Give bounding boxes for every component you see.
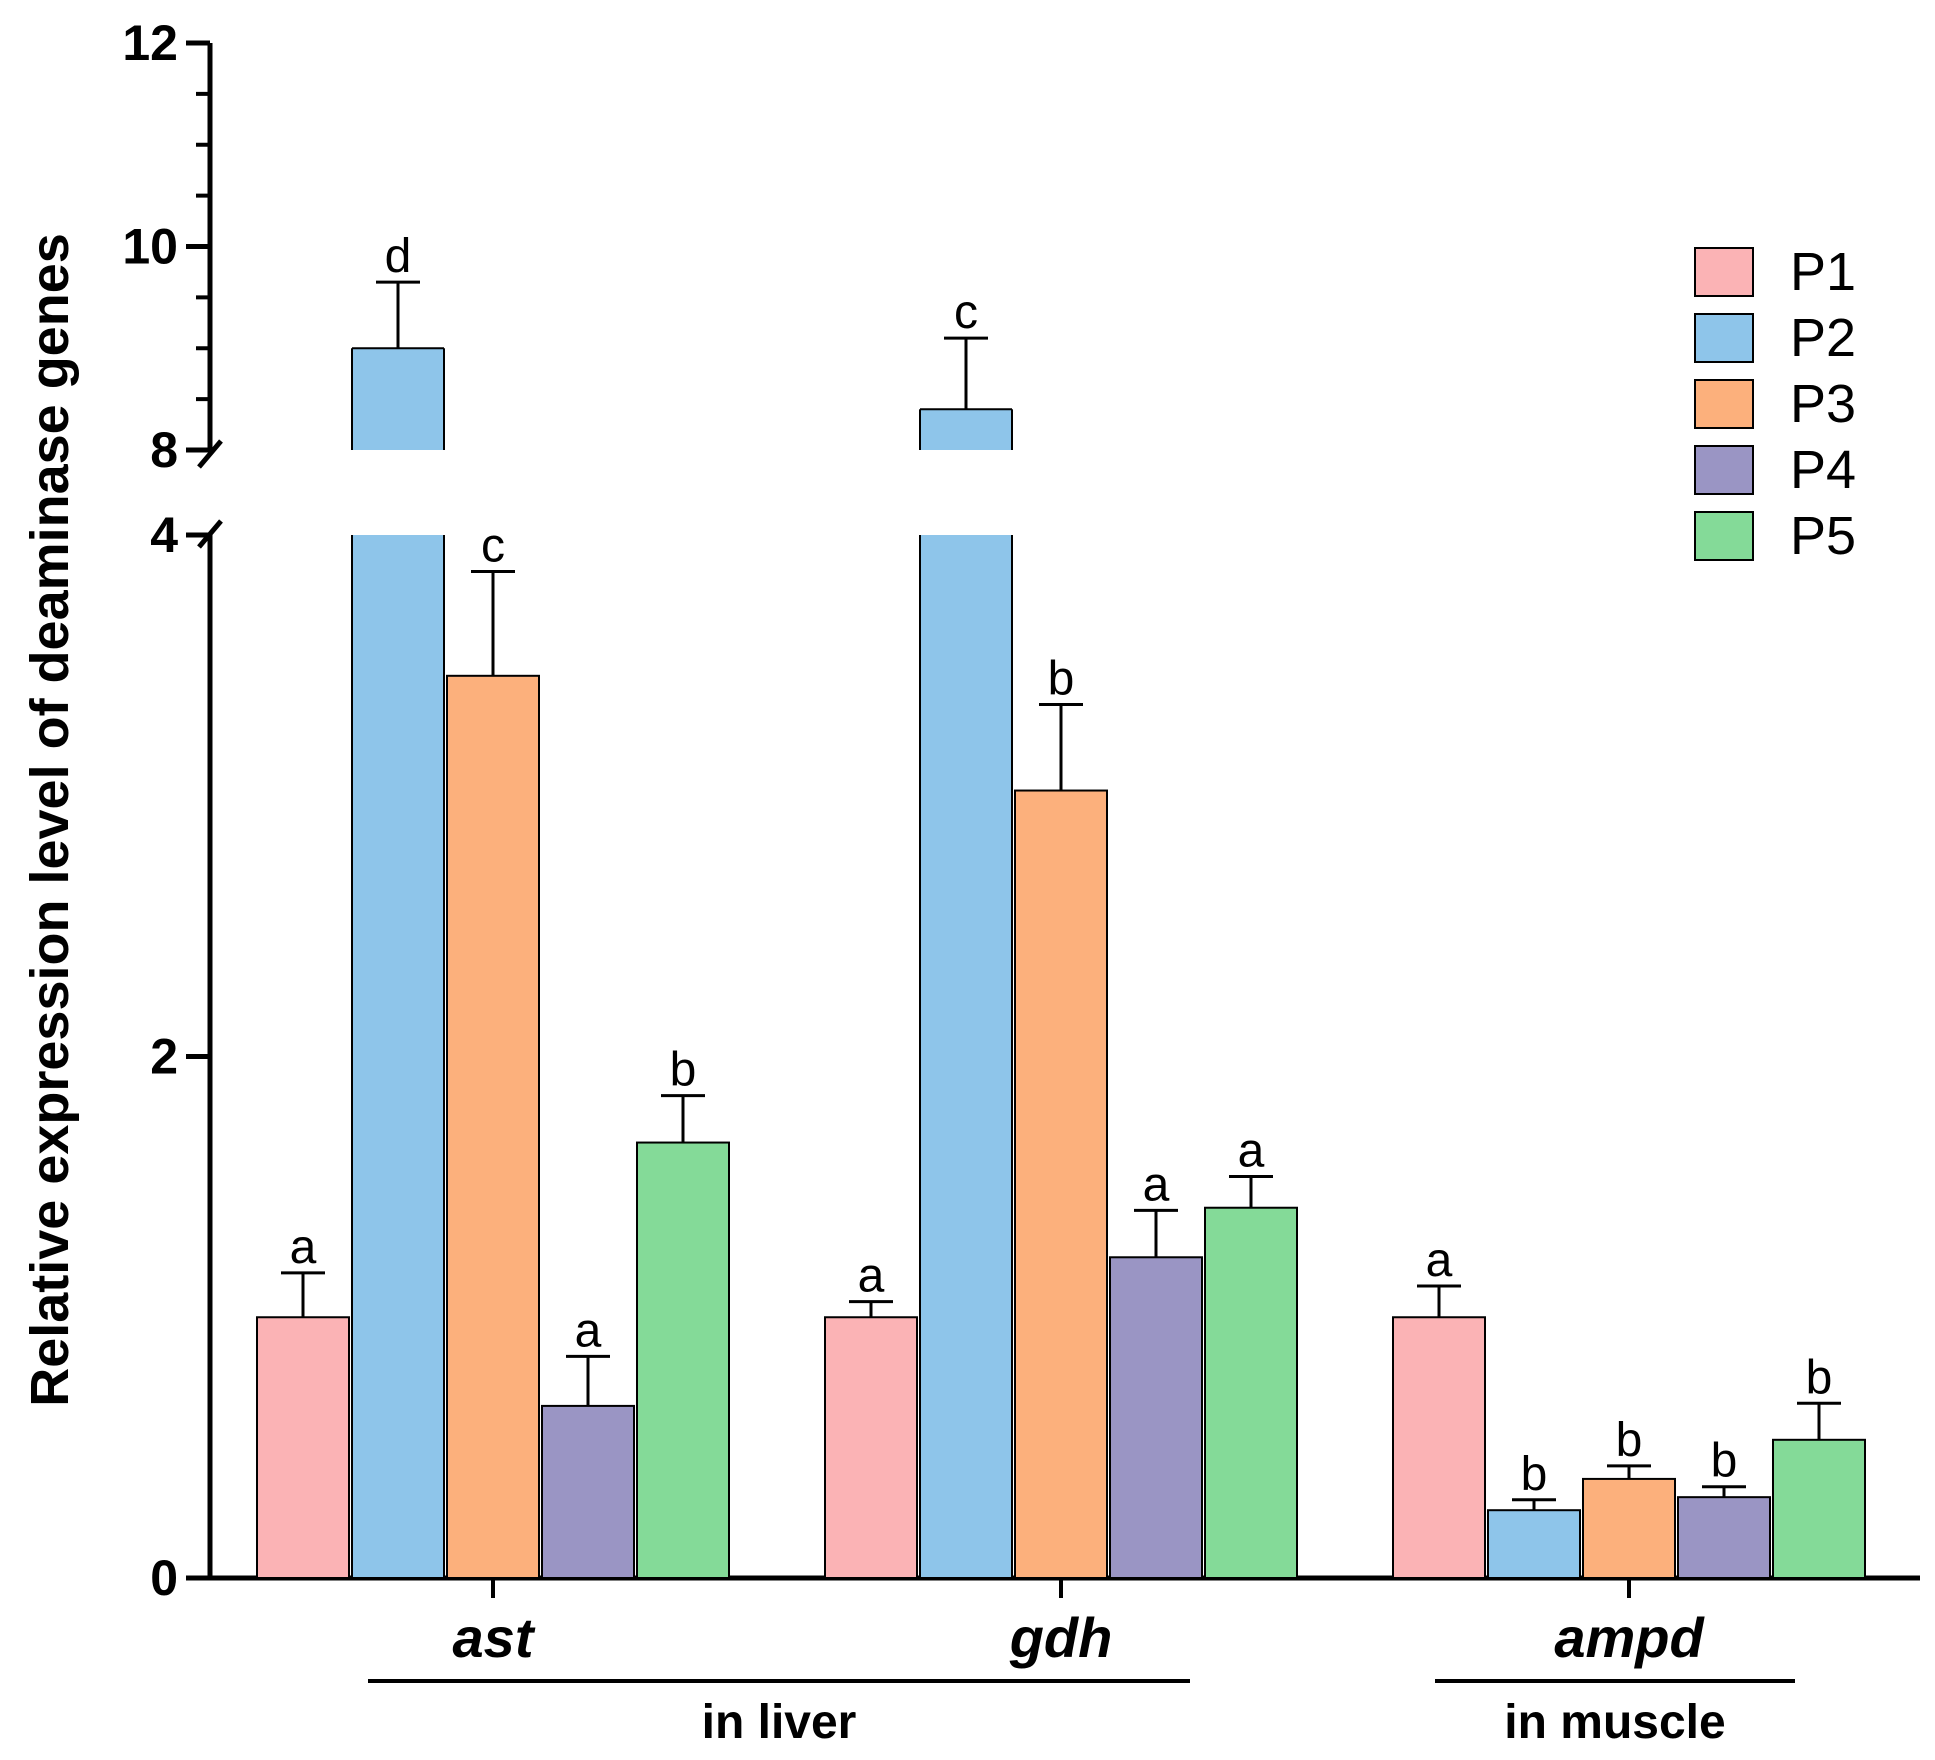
bar-p5-ast — [636, 1141, 730, 1579]
y-axis-title: Relative expression level of deaminase g… — [20, 233, 80, 1407]
y-tick-label: 10 — [122, 219, 178, 275]
significance-letter: b — [1806, 1351, 1833, 1404]
significance-letter: a — [1143, 1158, 1170, 1211]
significance-letter: b — [1616, 1414, 1643, 1467]
axis-break-mark — [197, 439, 223, 469]
bar-p3-gdh — [1014, 789, 1108, 1579]
bar-p4-ast — [541, 1404, 635, 1580]
legend-swatch-p5 — [1694, 511, 1754, 561]
bar-p2-gdh — [920, 535, 1012, 1578]
significance-letter: b — [670, 1044, 697, 1097]
y-tick-label: 8 — [150, 422, 178, 478]
bar-p4-ampd — [1677, 1496, 1771, 1579]
axes: 0 2 4 8 10 12 Relative expression level of dea… — [20, 15, 1920, 1749]
legend-swatch-p1 — [1694, 247, 1754, 297]
y-tick-label: 12 — [122, 15, 178, 71]
legend-label-p4: P4 — [1790, 440, 1856, 500]
y-tick-label: 2 — [150, 1029, 178, 1085]
significance-letter: a — [1238, 1124, 1265, 1177]
legend-swatch-p2 — [1694, 313, 1754, 363]
tissue-group-label: in liver — [702, 1696, 857, 1749]
legend-label-p5: P5 — [1790, 506, 1856, 566]
bar-p1-ampd — [1392, 1316, 1486, 1579]
bar-p5-gdh — [1204, 1206, 1298, 1579]
bar-p2-ast — [352, 535, 444, 1578]
bar-p2-ampd — [1487, 1509, 1581, 1579]
significance-letter: b — [1521, 1448, 1548, 1501]
x-category-label: gdh — [1009, 1606, 1113, 1669]
bar-p3-ast — [446, 674, 540, 1579]
y-tick-label: 4 — [150, 507, 178, 563]
significance-letter: b — [1711, 1435, 1738, 1488]
bar-p3-ampd — [1582, 1477, 1676, 1580]
significance-letter: c — [954, 286, 978, 339]
bar-p4-gdh — [1109, 1256, 1203, 1579]
legend-swatch-p3 — [1694, 379, 1754, 429]
legend-label-p2: P2 — [1790, 308, 1856, 368]
significance-letter: c — [481, 520, 505, 573]
tissue-group-label: in muscle — [1504, 1696, 1725, 1749]
significance-letter: d — [385, 230, 412, 283]
bar-p1-ast — [256, 1316, 350, 1579]
significance-letter: b — [1048, 652, 1075, 705]
significance-letter: a — [290, 1221, 317, 1274]
y-tick-label: 0 — [150, 1550, 178, 1606]
x-category-label: ampd — [1554, 1606, 1705, 1669]
bar-p1-gdh — [824, 1316, 918, 1579]
bars — [256, 280, 1866, 1580]
significance-letter: a — [858, 1250, 885, 1303]
legend-label-p3: P3 — [1790, 374, 1856, 434]
labels: a d c a b a c b a a a b b b b — [290, 230, 1833, 1501]
significance-letter: a — [575, 1304, 602, 1357]
legend-label-p1: P1 — [1790, 242, 1856, 302]
bar-upper-p2-gdh — [920, 409, 1012, 450]
legend-swatch-p4 — [1694, 445, 1754, 495]
significance-letter: a — [1426, 1234, 1453, 1287]
x-category-label: ast — [453, 1606, 536, 1669]
bar-p5-ampd — [1772, 1438, 1866, 1579]
bar-upper-p2-ast — [352, 348, 444, 450]
